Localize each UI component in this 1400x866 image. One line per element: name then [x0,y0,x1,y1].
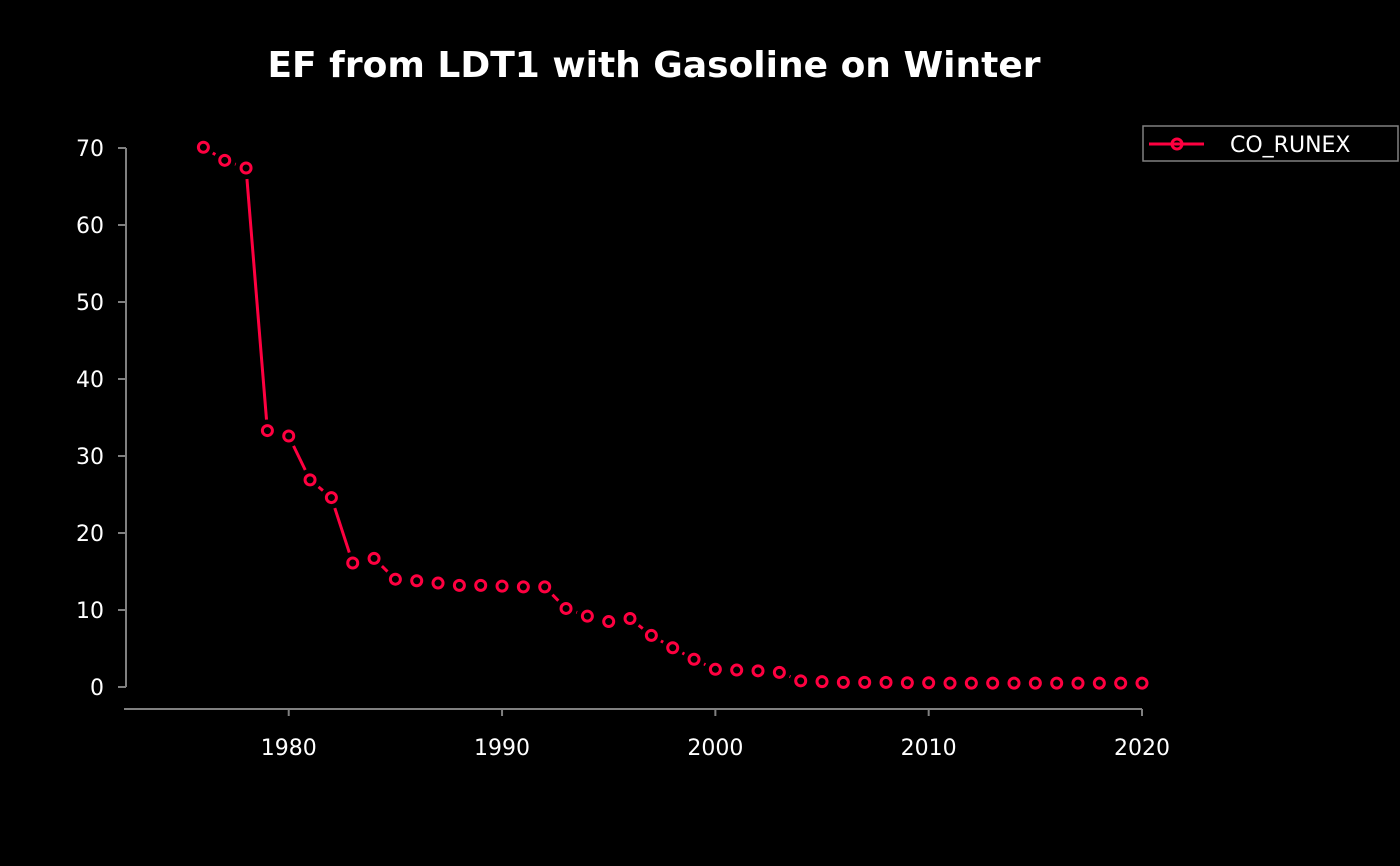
data-point [922,676,936,690]
data-point [1071,676,1085,690]
y-tick-label: 0 [90,676,104,701]
y-tick-label: 60 [76,214,104,239]
series-line-segment [211,151,217,156]
data-point [900,676,914,690]
data-point [431,576,445,590]
data-point [772,665,786,679]
data-point [858,675,872,689]
series-layer [196,140,1149,690]
legend: CO_RUNEX [1142,125,1399,162]
series-line-segment [703,662,707,666]
data-point [218,153,232,167]
data-point [815,675,829,689]
data-point [474,578,488,592]
data-point [239,161,253,175]
y-tick-label: 10 [76,599,104,624]
data-point [644,628,658,642]
data-point [388,572,402,586]
data-point [708,662,722,676]
legend-marker-icon [1170,137,1184,151]
x-tick-label: 2010 [901,736,957,761]
data-point [986,676,1000,690]
data-point [794,674,808,688]
data-point [1114,676,1128,690]
data-point [559,601,573,615]
series-line-segment [681,651,686,656]
x-tick-label: 2020 [1114,736,1170,761]
data-point [687,652,701,666]
chart-title: EF from LDT1 with Gasoline on Winter [267,45,1040,86]
series-line-segment [317,485,324,492]
y-axis: 0 10 20 30 40 50 60 70 [76,137,127,701]
x-tick-label: 1980 [261,736,317,761]
y-tick-label: 40 [76,368,104,393]
data-point [303,473,317,487]
data-point [836,675,850,689]
data-point [282,429,296,443]
data-point [730,663,744,677]
data-point [602,615,616,629]
data-point [495,579,509,593]
y-tick-label: 50 [76,291,104,316]
data-point [410,574,424,588]
data-point [1050,676,1064,690]
data-point [666,641,680,655]
series-line-segment [551,593,560,602]
data-point [260,424,274,438]
data-point [623,611,637,625]
data-point [1135,676,1149,690]
series-line-segment [245,178,268,420]
data-point [324,491,338,505]
data-point [516,580,530,594]
y-tick-label: 30 [76,445,104,470]
x-axis: 1980 1990 2000 2010 2020 [124,708,1170,761]
x-tick-label: 1990 [474,736,530,761]
series-line-segment [292,445,307,471]
data-point [367,551,381,565]
series-line-segment [333,507,351,554]
y-tick-label: 70 [76,137,104,162]
data-point [346,556,360,570]
data-point [964,676,978,690]
series-line-segment [380,565,389,573]
data-point [196,140,210,154]
data-point [1092,676,1106,690]
data-point [1028,676,1042,690]
data-point [751,664,765,678]
series-line-segment [637,624,644,630]
legend-label: CO_RUNEX [1230,133,1351,158]
data-point [538,580,552,594]
data-point [452,578,466,592]
data-point [879,675,893,689]
data-point [580,609,594,623]
data-point [943,676,957,690]
x-tick-label: 2000 [687,736,743,761]
data-point [1007,676,1021,690]
y-tick-label: 20 [76,522,104,547]
series-line-segment [660,639,664,644]
